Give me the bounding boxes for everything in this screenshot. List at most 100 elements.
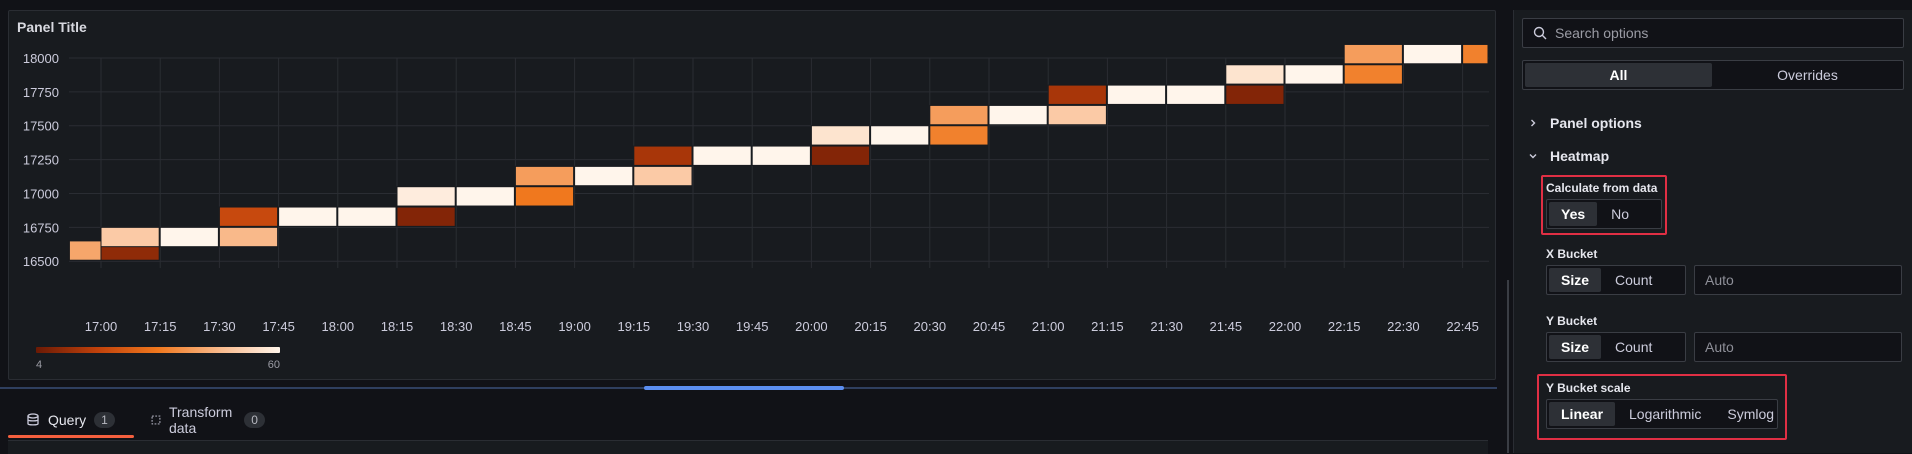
calculate-no-option[interactable]: No (1611, 206, 1630, 222)
x-tick-label: 18:45 (499, 319, 532, 334)
x-bucket-value-input[interactable] (1703, 271, 1877, 289)
x-bucket-size-option[interactable]: Size (1549, 268, 1602, 292)
highlight-calculate (1541, 175, 1667, 235)
x-tick-label: 20:45 (973, 319, 1006, 334)
heatmap-cell (278, 206, 338, 227)
calculate-radio-group: Yes No (1546, 199, 1662, 229)
calculate-yes-option[interactable]: Yes (1549, 202, 1598, 226)
x-bucket-label: X Bucket (1546, 247, 1598, 261)
tab-query[interactable]: Query 1 (26, 405, 115, 435)
x-tick-label: 17:00 (85, 319, 118, 334)
chevron-right-icon (1531, 119, 1536, 127)
heatmap-cell (514, 165, 575, 187)
y-bucket-label: Y Bucket (1546, 314, 1598, 328)
heatmap-cell (514, 186, 575, 207)
y-tick-label: 18000 (23, 51, 59, 66)
section-panel-options[interactable]: Panel options (1528, 115, 1642, 131)
y-tick-label: 17750 (23, 85, 59, 100)
heatmap-cell (810, 145, 871, 166)
tab-query-label: Query (48, 412, 87, 428)
search-icon (1533, 26, 1547, 40)
heatmap-cell (574, 165, 634, 187)
section-heatmap-label: Heatmap (1550, 148, 1610, 164)
x-tick-label: 18:00 (322, 319, 355, 334)
y-scale-log-option[interactable]: Logarithmic (1629, 406, 1702, 422)
heatmap-cell (1402, 43, 1463, 65)
x-tick-label: 19:00 (558, 319, 591, 334)
panel-title[interactable]: Panel Title (17, 19, 87, 35)
heatmap-cell (218, 206, 279, 227)
heatmap-cell (455, 186, 515, 207)
x-tick-label: 22:45 (1446, 319, 1479, 334)
calculate-label: Calculate from data (1546, 181, 1658, 195)
section-panel-options-label: Panel options (1550, 115, 1642, 131)
scrollbar[interactable] (1507, 280, 1509, 453)
heatmap-cell (1166, 84, 1226, 105)
heatmap-cell (218, 226, 279, 248)
y-tick-label: 17000 (23, 186, 59, 201)
visualization-panel: 17:00 17:15 17:30 17:45 18:00 18:15 18:30 18:45… (8, 10, 1496, 380)
y-bucket-count-option[interactable]: Count (1615, 339, 1653, 355)
query-count-badge: 1 (94, 412, 115, 428)
heatmap-cell (870, 125, 930, 146)
heatmap-cell (396, 206, 456, 227)
x-tick-label: 22:15 (1328, 319, 1361, 334)
x-tick-label: 19:45 (736, 319, 769, 334)
heatmap-cell (159, 226, 219, 248)
heatmap-cell (337, 206, 397, 227)
x-tick-label: 22:00 (1269, 319, 1302, 334)
y-bucket-value-input[interactable] (1703, 338, 1877, 356)
heatmap-cell (929, 104, 989, 126)
options-pane: All Overrides Panel options Heatmap Calc… (1513, 10, 1912, 453)
heatmap-cell (751, 145, 811, 166)
x-bucket-count-option[interactable]: Count (1615, 272, 1653, 288)
x-tick-label: 20:30 (914, 319, 947, 334)
x-bucket-value-field[interactable] (1694, 265, 1902, 295)
heatmap-cell (633, 145, 693, 166)
x-tick-label: 20:00 (795, 319, 828, 334)
heatmap-cell (692, 145, 752, 166)
x-tick-label: 20:15 (854, 319, 887, 334)
heatmap-cell (1284, 64, 1344, 85)
x-tick-label: 21:15 (1091, 319, 1124, 334)
heatmap-cell (929, 125, 989, 146)
search-options-input[interactable] (1553, 24, 1897, 42)
color-scale-legend (36, 347, 280, 353)
options-scope-toggle: All Overrides (1522, 60, 1904, 90)
database-icon (27, 413, 39, 426)
x-tick-label: 19:30 (677, 319, 710, 334)
transform-count-badge: 0 (244, 412, 265, 428)
query-editor-area (8, 440, 1488, 454)
y-bucket-radio-group: Size Count (1546, 332, 1686, 362)
y-scale-linear-option[interactable]: Linear (1549, 402, 1616, 426)
heatmap-cell (1343, 43, 1403, 65)
pane-resize-handle[interactable] (644, 386, 844, 390)
tab-transform-data[interactable]: Transform data 0 (151, 404, 265, 436)
x-tick-label: 21:30 (1150, 319, 1183, 334)
scope-overrides-button[interactable]: Overrides (1777, 67, 1838, 83)
y-tick-label: 17500 (23, 119, 59, 134)
transform-icon (151, 415, 161, 425)
heatmap-cell (1047, 104, 1107, 126)
y-scale-symlog-option[interactable]: Symlog (1727, 406, 1775, 422)
heatmap-cell (633, 165, 693, 187)
section-heatmap[interactable]: Heatmap (1528, 148, 1609, 164)
y-tick-label: 16500 (23, 254, 59, 269)
y-tick-label: 17250 (23, 153, 59, 168)
y-bucket-value-field[interactable] (1694, 332, 1902, 362)
heatmap-cell (988, 104, 1048, 126)
x-tick-label: 21:45 (1210, 319, 1243, 334)
legend-max-label: 60 (268, 359, 280, 371)
heatmap-cell (1343, 64, 1403, 85)
x-tick-label: 19:15 (618, 319, 651, 334)
scope-all-button[interactable]: All (1525, 63, 1712, 87)
y-bucket-size-option[interactable]: Size (1549, 335, 1602, 359)
heatmap-cell (100, 226, 160, 248)
heatmap-cell (1462, 43, 1489, 65)
search-options-field[interactable] (1522, 18, 1904, 48)
y-tick-label: 16750 (23, 220, 59, 235)
x-tick-label: 21:00 (1032, 319, 1065, 334)
heatmap-chart: 17:00 17:15 17:30 17:45 18:00 18:15 18:30 18:45… (23, 43, 1489, 371)
heatmap-cell (1047, 84, 1107, 105)
legend-min-label: 4 (36, 359, 42, 371)
